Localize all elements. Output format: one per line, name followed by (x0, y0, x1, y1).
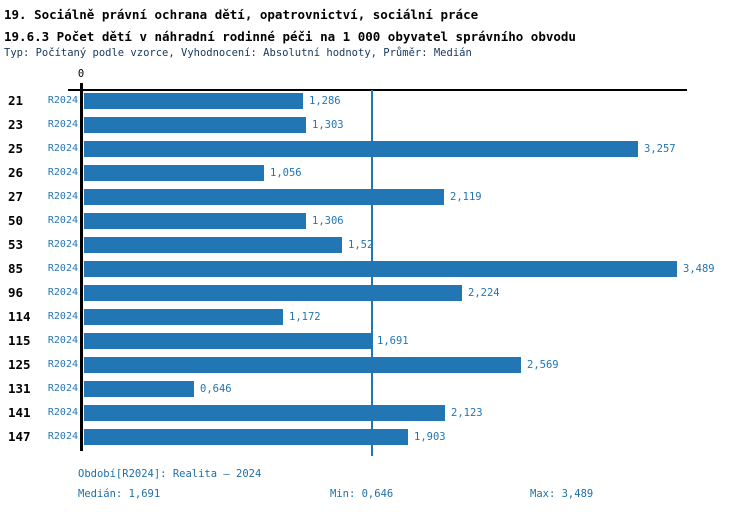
y-axis-line (80, 83, 83, 451)
category-label: 141 (8, 405, 31, 420)
value-bar (84, 357, 521, 373)
value-label: 1,306 (312, 215, 344, 227)
value-label: 2,119 (450, 191, 482, 203)
period-label: R2024 (47, 287, 78, 298)
category-label: 114 (8, 309, 31, 324)
period-label: R2024 (47, 311, 78, 322)
table-row: 53 R2024 1,52 (0, 237, 750, 253)
value-bar (84, 117, 306, 133)
value-bar (84, 261, 677, 277)
table-row: 85 R2024 3,489 (0, 261, 750, 277)
category-label: 25 (8, 141, 24, 156)
value-label: 1,903 (414, 431, 446, 443)
value-label: 1,691 (377, 335, 409, 347)
period-label: R2024 (47, 383, 78, 394)
legend-min-label: Min: 0,646 (330, 488, 394, 500)
category-label: 21 (8, 93, 24, 108)
value-label: 2,569 (527, 359, 559, 371)
table-row: 27 R2024 2,119 (0, 189, 750, 205)
table-row: 147 R2024 1,903 (0, 429, 750, 445)
period-label: R2024 (47, 431, 78, 442)
value-bar (84, 237, 342, 253)
period-label: R2024 (47, 119, 78, 130)
value-bar (84, 213, 306, 229)
legend-period-label: Období[R2024]: Realita – 2024 (78, 468, 262, 480)
category-label: 27 (8, 189, 24, 204)
value-label: 1,286 (309, 95, 341, 107)
category-label: 26 (8, 165, 24, 180)
category-label: 53 (8, 237, 24, 252)
category-label: 125 (8, 357, 31, 372)
value-label: 2,224 (468, 287, 500, 299)
value-bar (84, 141, 638, 157)
table-row: 25 R2024 3,257 (0, 141, 750, 157)
table-row: 26 R2024 1,056 (0, 165, 750, 181)
period-label: R2024 (47, 407, 78, 418)
table-row: 141 R2024 2,123 (0, 405, 750, 421)
value-label: 0,646 (200, 383, 232, 395)
value-label: 1,172 (289, 311, 321, 323)
report-title-line2: 19.6.3 Počet dětí v náhradní rodinné péč… (4, 29, 576, 44)
value-label: 2,123 (451, 407, 483, 419)
x-axis-zero-tick-label: 0 (77, 68, 85, 80)
period-label: R2024 (47, 335, 78, 346)
report-title-line1: 19. Sociálně právní ochrana dětí, opatro… (4, 7, 479, 22)
category-label: 85 (8, 261, 24, 276)
value-bar (84, 309, 283, 325)
value-bar (84, 165, 264, 181)
report-meta-line: Typ: Počítaný podle vzorce, Vyhodnocení:… (4, 47, 472, 59)
period-label: R2024 (47, 143, 78, 154)
period-label: R2024 (47, 239, 78, 250)
category-label: 23 (8, 117, 24, 132)
value-label: 1,056 (270, 167, 302, 179)
value-label: 1,52 (348, 239, 374, 251)
table-row: 23 R2024 1,303 (0, 117, 750, 133)
legend-median-label: Medián: 1,691 (78, 488, 161, 500)
value-bar (84, 189, 444, 205)
category-label: 131 (8, 381, 31, 396)
category-label: 96 (8, 285, 24, 300)
value-bar (84, 429, 408, 445)
period-label: R2024 (47, 167, 78, 178)
period-label: R2024 (47, 359, 78, 370)
period-label: R2024 (47, 263, 78, 274)
period-label: R2024 (47, 191, 78, 202)
table-row: 131 R2024 0,646 (0, 381, 750, 397)
table-row: 114 R2024 1,172 (0, 309, 750, 325)
category-label: 147 (8, 429, 31, 444)
category-label: 50 (8, 213, 24, 228)
table-row: 115 R2024 1,691 (0, 333, 750, 349)
period-label: R2024 (47, 95, 78, 106)
table-row: 125 R2024 2,569 (0, 357, 750, 373)
value-label: 3,489 (683, 263, 715, 275)
value-bar (84, 285, 462, 301)
value-bar (84, 381, 194, 397)
value-bar (84, 405, 445, 421)
period-label: R2024 (47, 215, 78, 226)
value-label: 1,303 (312, 119, 344, 131)
value-bar (84, 93, 303, 109)
table-row: 96 R2024 2,224 (0, 285, 750, 301)
x-axis-line (68, 89, 687, 91)
value-label: 3,257 (644, 143, 676, 155)
legend-max-label: Max: 3,489 (530, 488, 594, 500)
table-row: 21 R2024 1,286 (0, 93, 750, 109)
value-bar (84, 333, 371, 349)
category-label: 115 (8, 333, 31, 348)
table-row: 50 R2024 1,306 (0, 213, 750, 229)
